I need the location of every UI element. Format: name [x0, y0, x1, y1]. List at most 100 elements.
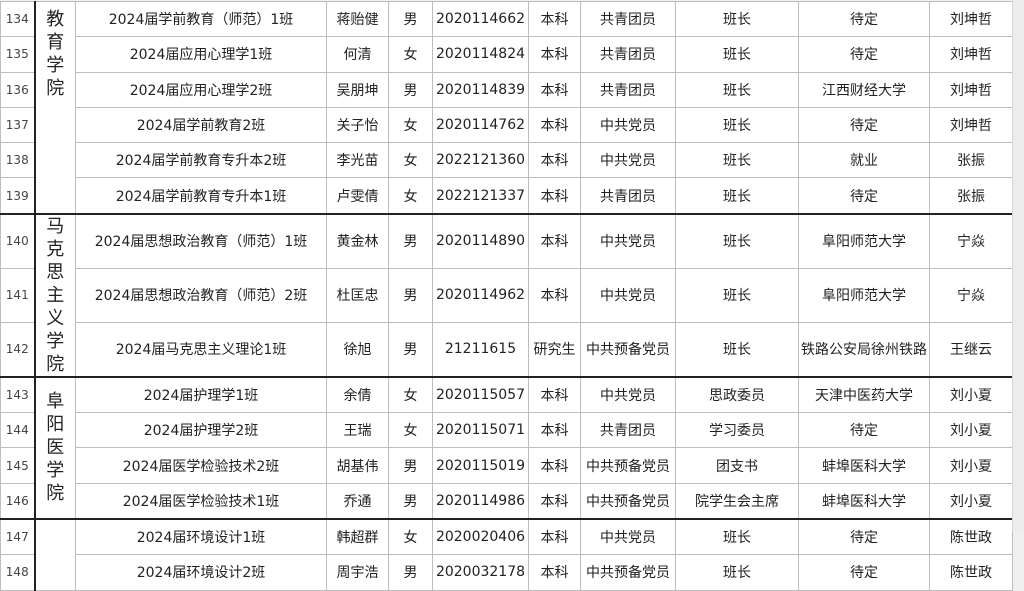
gender-cell[interactable]: 男 — [388, 554, 433, 591]
class-cell[interactable]: 2024届医学检验技术1班 — [75, 482, 327, 520]
class-cell[interactable]: 2024届马克思主义理论1班 — [75, 321, 327, 378]
row-number[interactable]: 139 — [0, 177, 36, 215]
name-cell[interactable]: 吴朋坤 — [326, 71, 389, 108]
dest-cell[interactable]: 就业 — [798, 142, 930, 179]
dest-cell[interactable]: 蚌埠医科大学 — [798, 447, 930, 484]
gender-cell[interactable]: 男 — [388, 212, 433, 269]
id-cell[interactable]: 2020115057 — [432, 375, 529, 414]
dest-cell[interactable]: 待定 — [798, 106, 930, 144]
level-cell[interactable]: 本科 — [528, 447, 581, 484]
level-cell[interactable]: 本科 — [528, 375, 581, 414]
name-cell[interactable]: 卢雯倩 — [326, 177, 389, 215]
gender-cell[interactable]: 女 — [388, 412, 433, 449]
party-cell[interactable]: 中共党员 — [580, 375, 676, 414]
teacher-cell[interactable]: 张振 — [929, 177, 1013, 215]
teacher-cell[interactable]: 刘小夏 — [929, 447, 1013, 484]
dest-cell[interactable]: 江西财经大学 — [798, 71, 930, 108]
party-cell[interactable]: 共青团员 — [580, 71, 676, 108]
party-cell[interactable]: 中共预备党员 — [580, 482, 676, 520]
dest-cell[interactable]: 待定 — [798, 0, 930, 38]
party-cell[interactable]: 中共预备党员 — [580, 554, 676, 591]
gender-cell[interactable]: 男 — [388, 321, 433, 378]
teacher-cell[interactable]: 陈世政 — [929, 554, 1013, 591]
role-cell[interactable]: 班长 — [675, 212, 799, 269]
gender-cell[interactable]: 女 — [388, 36, 433, 73]
dest-cell[interactable]: 铁路公安局徐州铁路 — [798, 321, 930, 378]
id-cell[interactable]: 2020114962 — [432, 267, 529, 323]
vertical-scrollbar[interactable] — [1012, 0, 1024, 532]
class-cell[interactable]: 2024届护理学2班 — [75, 412, 327, 449]
teacher-cell[interactable]: 刘坤哲 — [929, 0, 1013, 38]
role-cell[interactable]: 班长 — [675, 267, 799, 323]
level-cell[interactable]: 本科 — [528, 142, 581, 179]
gender-cell[interactable]: 男 — [388, 0, 433, 38]
gender-cell[interactable]: 女 — [388, 142, 433, 179]
class-cell[interactable]: 2024届应用心理学1班 — [75, 36, 327, 73]
name-cell[interactable]: 杜匡忠 — [326, 267, 389, 323]
party-cell[interactable]: 共青团员 — [580, 36, 676, 73]
row-number[interactable]: 141 — [0, 267, 36, 323]
dest-cell[interactable]: 待定 — [798, 36, 930, 73]
dest-cell[interactable]: 待定 — [798, 517, 930, 556]
level-cell[interactable]: 本科 — [528, 212, 581, 269]
id-cell[interactable]: 2020114762 — [432, 106, 529, 144]
dest-cell[interactable]: 待定 — [798, 177, 930, 215]
id-cell[interactable]: 2022121337 — [432, 177, 529, 215]
teacher-cell[interactable]: 刘坤哲 — [929, 71, 1013, 108]
gender-cell[interactable]: 男 — [388, 71, 433, 108]
row-number[interactable]: 144 — [0, 412, 36, 449]
teacher-cell[interactable]: 张振 — [929, 142, 1013, 179]
name-cell[interactable]: 余倩 — [326, 375, 389, 414]
class-cell[interactable]: 2024届思想政治教育（师范）2班 — [75, 267, 327, 323]
id-cell[interactable]: 2020115071 — [432, 412, 529, 449]
level-cell[interactable]: 本科 — [528, 0, 581, 38]
gender-cell[interactable]: 女 — [388, 517, 433, 556]
id-cell[interactable]: 2020114986 — [432, 482, 529, 520]
name-cell[interactable]: 黄金林 — [326, 212, 389, 269]
party-cell[interactable]: 中共预备党员 — [580, 321, 676, 378]
dest-cell[interactable]: 阜阳师范大学 — [798, 267, 930, 323]
role-cell[interactable]: 班长 — [675, 321, 799, 378]
teacher-cell[interactable]: 陈世政 — [929, 517, 1013, 556]
role-cell[interactable]: 班长 — [675, 0, 799, 38]
dest-cell[interactable]: 待定 — [798, 412, 930, 449]
row-number[interactable]: 137 — [0, 106, 36, 144]
party-cell[interactable]: 中共党员 — [580, 212, 676, 269]
gender-cell[interactable]: 女 — [388, 177, 433, 215]
class-cell[interactable]: 2024届学前教育2班 — [75, 106, 327, 144]
row-number[interactable]: 136 — [0, 71, 36, 108]
class-cell[interactable]: 2024届环境设计2班 — [75, 554, 327, 591]
id-cell[interactable]: 2020114890 — [432, 212, 529, 269]
row-number[interactable]: 134 — [0, 0, 36, 38]
teacher-cell[interactable]: 刘坤哲 — [929, 36, 1013, 73]
role-cell[interactable]: 院学生会主席 — [675, 482, 799, 520]
id-cell[interactable]: 2020114662 — [432, 0, 529, 38]
row-number[interactable]: 140 — [0, 212, 36, 269]
class-cell[interactable]: 2024届护理学1班 — [75, 375, 327, 414]
row-number[interactable]: 148 — [0, 554, 36, 591]
role-cell[interactable]: 班长 — [675, 554, 799, 591]
teacher-cell[interactable]: 王继云 — [929, 321, 1013, 378]
gender-cell[interactable]: 女 — [388, 106, 433, 144]
name-cell[interactable]: 李光苗 — [326, 142, 389, 179]
role-cell[interactable]: 班长 — [675, 71, 799, 108]
class-cell[interactable]: 2024届学前教育专升本1班 — [75, 177, 327, 215]
row-number[interactable]: 138 — [0, 142, 36, 179]
name-cell[interactable]: 蒋贻健 — [326, 0, 389, 38]
party-cell[interactable]: 中共党员 — [580, 267, 676, 323]
row-number[interactable]: 145 — [0, 447, 36, 484]
party-cell[interactable]: 共青团员 — [580, 177, 676, 215]
id-cell[interactable]: 2020032178 — [432, 554, 529, 591]
id-cell[interactable]: 2020020406 — [432, 517, 529, 556]
dest-cell[interactable]: 阜阳师范大学 — [798, 212, 930, 269]
teacher-cell[interactable]: 刘小夏 — [929, 375, 1013, 414]
role-cell[interactable]: 团支书 — [675, 447, 799, 484]
role-cell[interactable]: 班长 — [675, 517, 799, 556]
id-cell[interactable]: 21211615 — [432, 321, 529, 378]
gender-cell[interactable]: 男 — [388, 447, 433, 484]
teacher-cell[interactable]: 刘坤哲 — [929, 106, 1013, 144]
college-cell[interactable]: 阜阳医学院 — [34, 375, 76, 520]
class-cell[interactable]: 2024届环境设计1班 — [75, 517, 327, 556]
class-cell[interactable]: 2024届医学检验技术2班 — [75, 447, 327, 484]
class-cell[interactable]: 2024届应用心理学2班 — [75, 71, 327, 108]
